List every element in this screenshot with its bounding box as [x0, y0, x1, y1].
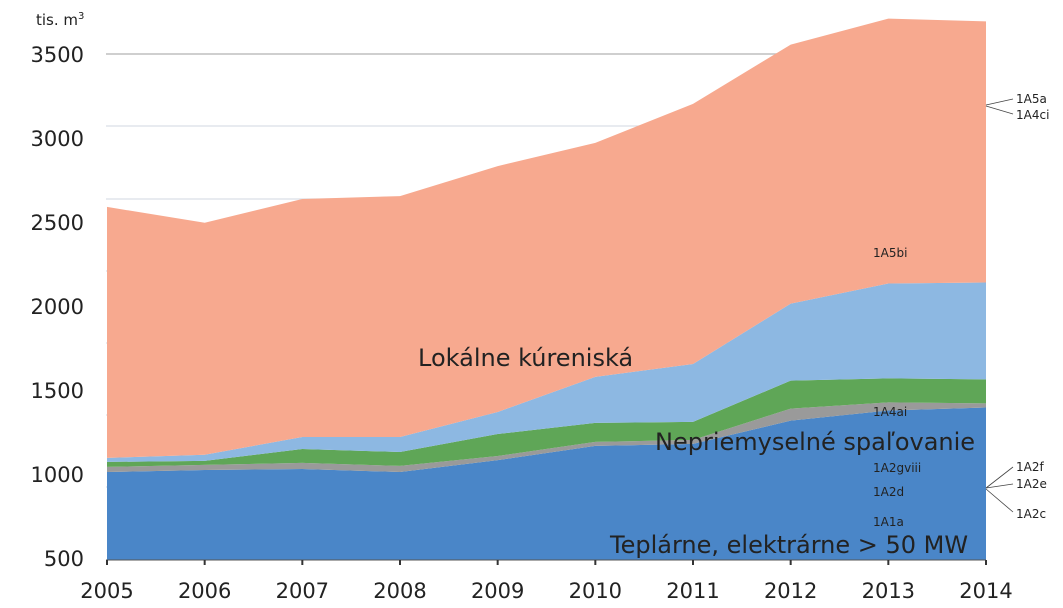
y-axis: 3500 3000 2500 2000 1500 1000 500	[31, 43, 84, 571]
x-tick-label: 2006	[178, 579, 231, 603]
right-leader-lines	[985, 98, 1014, 513]
right-label-1a5a: 1A5a	[1016, 92, 1047, 106]
area-1a2c-1a2d-1a2e-1a2f	[107, 402, 986, 472]
x-tick-label: 2007	[276, 579, 329, 603]
area-1a5bi	[107, 18, 986, 458]
right-label-1a2f: 1A2f	[1016, 460, 1044, 474]
x-tick-label: 2014	[959, 579, 1012, 603]
y-axis-unit-label: tis. m3	[36, 11, 84, 29]
right-label-1a2c: 1A2c	[1016, 507, 1046, 521]
label-lokalne-kureniska: Lokálne kúreniská	[418, 344, 633, 372]
area-1a2gviii	[107, 378, 986, 467]
x-tick-label: 2009	[471, 579, 524, 603]
x-tick-label: 2005	[80, 579, 133, 603]
x-tick-label: 2011	[666, 579, 719, 603]
label-teplarne-elektrarne: Teplárne, elektrárne > 50 MW	[609, 531, 968, 559]
area-1a4ai	[107, 282, 986, 462]
series-label-1a4ai: 1A4ai	[873, 405, 907, 419]
label-nepriemyselne-spalovanie: Nepriemyselné spaľovanie	[655, 428, 975, 456]
y-tick-label: 2500	[31, 211, 84, 235]
right-label-1a4ci: 1A4ci	[1016, 108, 1049, 122]
y-tick-label: 500	[44, 547, 84, 571]
y-tick-label: 1500	[31, 379, 84, 403]
series-label-1a2d: 1A2d	[873, 485, 904, 499]
y-tick-label: 3000	[31, 127, 84, 151]
x-tick-label: 2008	[373, 579, 426, 603]
y-tick-label: 1000	[31, 463, 84, 487]
series-label-1a5bi: 1A5bi	[873, 246, 907, 260]
area-layers	[107, 18, 986, 560]
area-1a1a	[107, 407, 986, 560]
y-tick-label: 3500	[31, 43, 84, 67]
x-tick-label: 2012	[764, 579, 817, 603]
series-label-1a2gviii: 1A2gviii	[873, 461, 921, 475]
x-tick-label: 2010	[569, 579, 622, 603]
right-label-1a2e: 1A2e	[1016, 477, 1047, 491]
x-axis: 2005 2006 2007 2008 2009 2010 2011 2012 2013 2014	[80, 559, 1013, 603]
series-label-1a1a: 1A1a	[873, 515, 904, 529]
x-tick-label: 2013	[862, 579, 915, 603]
y-tick-label: 2000	[31, 295, 84, 319]
